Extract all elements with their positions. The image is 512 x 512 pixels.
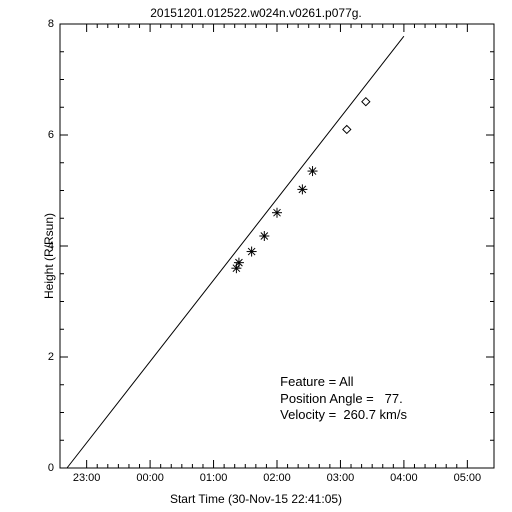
x-tick-label: 02:00 — [263, 472, 291, 484]
y-tick-label: 6 — [34, 129, 54, 141]
y-tick-label: 8 — [34, 18, 54, 30]
y-tick-label: 2 — [34, 351, 54, 363]
y-tick-label: 0 — [34, 462, 54, 474]
x-tick-label: 05:00 — [454, 472, 482, 484]
annotation-text: Feature = All — [280, 374, 353, 389]
x-tick-label: 01:00 — [200, 472, 228, 484]
x-tick-label: 03:00 — [327, 472, 355, 484]
annotation-text: Velocity = 260.7 km/s — [280, 407, 407, 422]
chart-container: 20151201.012522.w024n.v0261.p077g. Heigh… — [0, 0, 512, 512]
plot-svg — [0, 0, 512, 512]
x-tick-label: 23:00 — [73, 472, 101, 484]
x-tick-label: 00:00 — [136, 472, 164, 484]
x-tick-label: 04:00 — [390, 472, 418, 484]
y-tick-label: 4 — [34, 240, 54, 252]
annotation-text: Position Angle = 77. — [280, 391, 403, 406]
